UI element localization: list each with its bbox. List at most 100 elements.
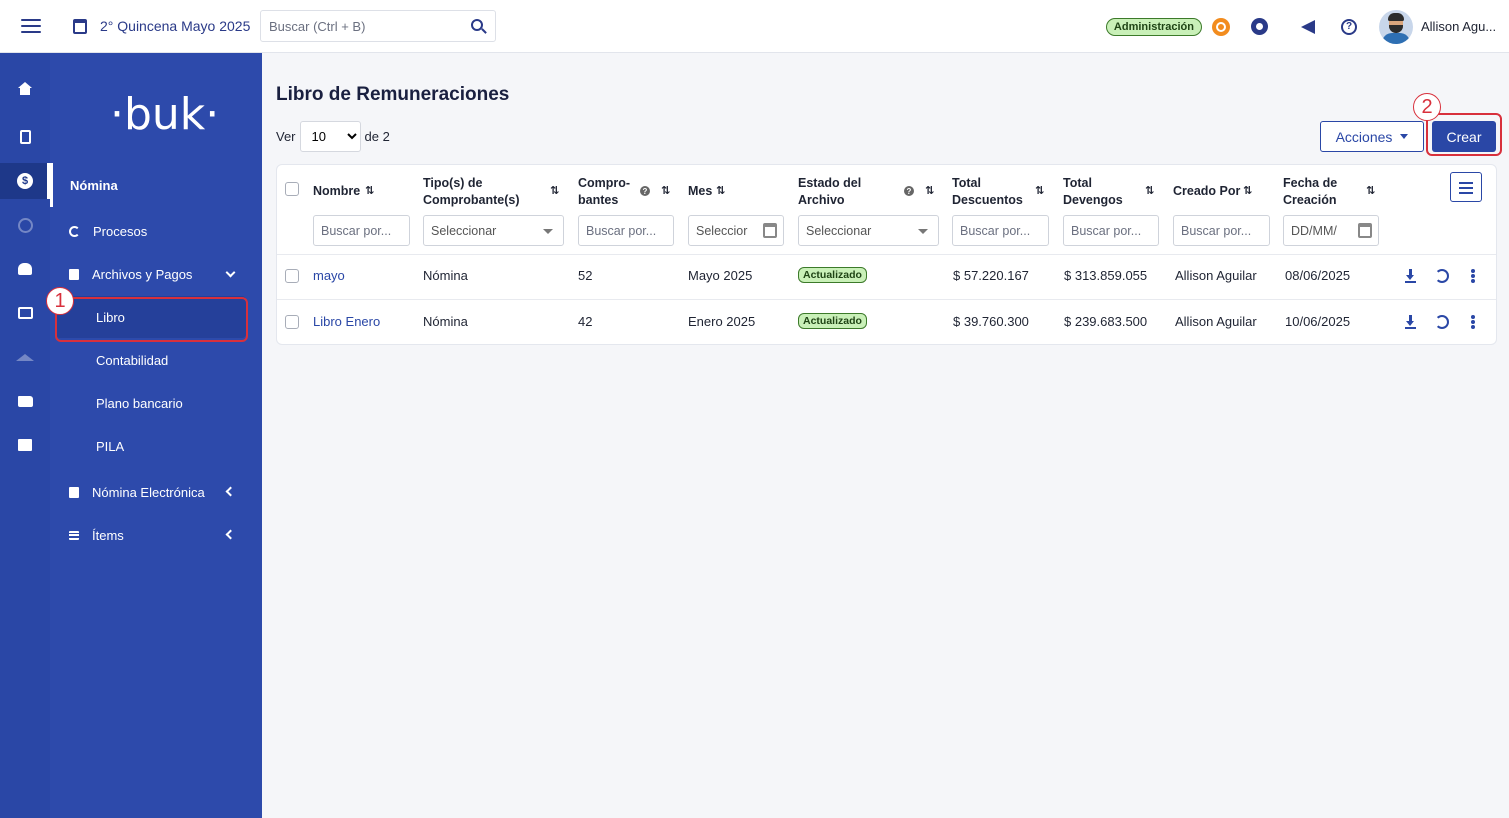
header-creado-por[interactable]: Creado Por bbox=[1173, 184, 1241, 198]
list-icon bbox=[69, 530, 79, 540]
period-selector[interactable]: 2° Quincena Mayo 2025 bbox=[73, 18, 250, 34]
rail-payroll[interactable]: $ bbox=[0, 163, 50, 199]
help-icon[interactable]: ? bbox=[904, 186, 914, 196]
refresh-icon[interactable] bbox=[1435, 315, 1449, 329]
sort-icon[interactable]: ⇅ bbox=[1366, 185, 1376, 197]
sort-icon[interactable]: ⇅ bbox=[1145, 185, 1155, 197]
page-title: Libro de Remuneraciones bbox=[276, 84, 510, 105]
global-search bbox=[260, 10, 496, 42]
admin-badge[interactable]: Administración bbox=[1105, 17, 1202, 36]
rail-documents[interactable] bbox=[0, 383, 50, 419]
rail-benefits[interactable] bbox=[0, 251, 50, 287]
header-total-devengos[interactable]: Total Devengos bbox=[1063, 176, 1123, 207]
megaphone-icon[interactable] bbox=[1301, 19, 1315, 34]
row-nombre-link[interactable]: Libro Enero bbox=[313, 314, 381, 329]
store-icon bbox=[18, 439, 32, 451]
clipboard-icon bbox=[19, 130, 31, 144]
sort-icon[interactable]: ⇅ bbox=[550, 185, 560, 197]
avatar[interactable] bbox=[1379, 9, 1413, 44]
sort-icon[interactable]: ⇅ bbox=[716, 185, 726, 197]
header-mes[interactable]: Mes bbox=[688, 184, 713, 198]
filter-fecha-value: DD/MM/ bbox=[1291, 223, 1337, 238]
rail-learning[interactable] bbox=[0, 339, 50, 375]
filter-tipo-select[interactable]: Seleccionar bbox=[423, 215, 564, 246]
columns-settings-button[interactable] bbox=[1450, 172, 1482, 202]
sidebar-item-libro[interactable]: Libro bbox=[56, 296, 246, 338]
pager-of-label: de 2 bbox=[364, 129, 390, 144]
menu-icon[interactable] bbox=[21, 19, 41, 33]
row-mes: Enero 2025 bbox=[688, 314, 756, 329]
caret-down-icon bbox=[1400, 134, 1409, 139]
sort-icon[interactable]: ⇅ bbox=[1243, 185, 1253, 197]
sidebar-item-label: Procesos bbox=[93, 223, 148, 239]
header-tipo[interactable]: Tipo(s) de Comprobante(s) bbox=[423, 176, 520, 207]
sidebar-item-procesos[interactable]: Procesos bbox=[50, 216, 262, 246]
filter-nombre-input[interactable] bbox=[313, 215, 410, 246]
filter-creado-input[interactable] bbox=[1173, 215, 1270, 246]
acciones-button[interactable]: Acciones bbox=[1320, 121, 1424, 152]
sidebar-item-items[interactable]: Ítems bbox=[50, 520, 262, 550]
buk-logo[interactable]: ·buk· bbox=[110, 89, 220, 140]
more-options-icon[interactable] bbox=[1471, 269, 1475, 283]
header-total-descuentos[interactable]: Total Descuentos bbox=[952, 176, 1023, 207]
sidebar-item-label: Plano bancario bbox=[96, 395, 183, 411]
libros-table: Nombre ⇅ Tipo(s) de Comprobante(s) ⇅ Comp… bbox=[276, 164, 1497, 345]
header-nombre[interactable]: Nombre bbox=[313, 184, 361, 198]
sidebar-item-archivos[interactable]: Archivos y Pagos bbox=[50, 259, 262, 289]
global-search-input[interactable] bbox=[269, 18, 459, 34]
download-icon[interactable] bbox=[1404, 315, 1418, 329]
filter-mes-picker[interactable]: Seleccior bbox=[688, 215, 784, 246]
sort-icon[interactable]: ⇅ bbox=[1035, 185, 1045, 197]
filter-estado-select[interactable]: Seleccionar bbox=[798, 215, 939, 246]
sidebar-item-plano-bancario[interactable]: Plano bancario bbox=[50, 388, 262, 418]
sidebar-item-label: Ítems bbox=[92, 527, 124, 543]
rail-attendance[interactable] bbox=[0, 207, 50, 243]
sort-icon[interactable]: ⇅ bbox=[661, 185, 671, 197]
sort-icon[interactable]: ⇅ bbox=[925, 185, 935, 197]
help-icon[interactable]: ? bbox=[1341, 18, 1357, 35]
select-all-checkbox[interactable] bbox=[285, 182, 299, 196]
row-creado-por: Allison Aguilar bbox=[1175, 314, 1257, 329]
filter-descuentos-input[interactable] bbox=[952, 215, 1049, 246]
sort-icon[interactable]: ⇅ bbox=[365, 185, 375, 197]
rail-home[interactable] bbox=[0, 75, 50, 111]
row-checkbox[interactable] bbox=[285, 269, 299, 283]
sidebar-item-pila[interactable]: PILA bbox=[50, 431, 262, 461]
row-checkbox[interactable] bbox=[285, 315, 299, 329]
search-icon[interactable] bbox=[471, 19, 483, 31]
page-size-select[interactable]: 10 bbox=[299, 121, 361, 152]
support-icon[interactable] bbox=[1212, 17, 1230, 36]
briefcase-icon bbox=[17, 307, 33, 319]
rail-tasks[interactable] bbox=[0, 119, 50, 155]
filter-comprobantes-input[interactable] bbox=[578, 215, 674, 246]
row-nombre-link[interactable]: mayo bbox=[313, 268, 345, 283]
sidebar: ·buk· Nómina Procesos Archivos y Pagos L… bbox=[50, 53, 262, 818]
header-fecha-creacion[interactable]: Fecha de Creación bbox=[1283, 176, 1338, 207]
sidebar-section-title: Nómina bbox=[50, 163, 262, 207]
sidebar-item-nomina-electronica[interactable]: Nómina Electrónica bbox=[50, 477, 262, 507]
rail-jobs[interactable] bbox=[0, 295, 50, 331]
refresh-icon[interactable] bbox=[1435, 269, 1449, 283]
divider bbox=[277, 299, 1496, 300]
gear-icon[interactable] bbox=[1251, 18, 1268, 35]
page-size-control: Ver 10 de 2 bbox=[276, 121, 390, 152]
header-comprobantes[interactable]: Compro-bantes bbox=[578, 176, 631, 207]
filter-fecha-picker[interactable]: DD/MM/ bbox=[1283, 215, 1379, 246]
filter-tipo-value: Seleccionar bbox=[431, 223, 497, 238]
help-icon[interactable]: ? bbox=[640, 186, 650, 196]
rail-store[interactable] bbox=[0, 427, 50, 463]
sidebar-item-contabilidad[interactable]: Contabilidad bbox=[50, 345, 262, 375]
more-options-icon[interactable] bbox=[1471, 315, 1475, 329]
calendar-icon bbox=[763, 223, 777, 238]
sync-icon bbox=[69, 225, 80, 237]
period-label: 2° Quincena Mayo 2025 bbox=[100, 18, 251, 34]
row-total-devengos: $ 239.683.500 bbox=[1064, 314, 1148, 329]
crear-button[interactable]: Crear bbox=[1432, 121, 1496, 152]
download-icon[interactable] bbox=[1404, 269, 1418, 283]
user-name[interactable]: Allison Agu... bbox=[1421, 19, 1497, 34]
filter-devengos-input[interactable] bbox=[1063, 215, 1159, 246]
top-bar: 2° Quincena Mayo 2025 Administración ? A… bbox=[0, 0, 1509, 53]
header-estado[interactable]: Estado del Archivo bbox=[798, 176, 862, 207]
hand-heart-icon bbox=[18, 263, 32, 275]
dollar-icon: $ bbox=[17, 173, 33, 189]
